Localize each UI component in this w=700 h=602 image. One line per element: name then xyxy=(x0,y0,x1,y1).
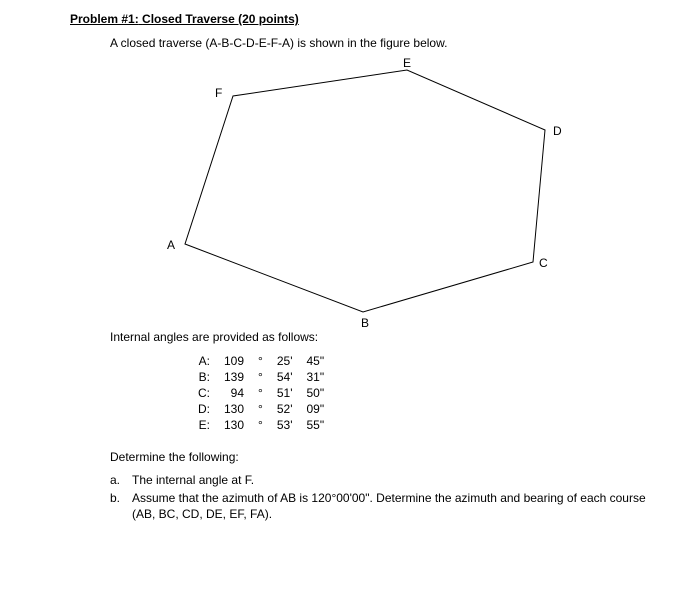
angle-sec: 55" xyxy=(300,418,330,432)
vertex-label-b: B xyxy=(361,316,369,330)
table-row: B:139°54'31" xyxy=(192,370,330,384)
angle-label: A: xyxy=(192,354,216,368)
intro-text: A closed traverse (A-B-C-D-E-F-A) is sho… xyxy=(110,36,660,50)
angles-header: Internal angles are provided as follows: xyxy=(110,330,660,344)
question-label: a. xyxy=(110,472,120,488)
vertex-label-a: A xyxy=(167,238,175,252)
polygon-svg xyxy=(145,56,585,326)
angle-sec: 50" xyxy=(300,386,330,400)
angle-sec: 31" xyxy=(300,370,330,384)
problem-label: Problem #1: xyxy=(70,12,139,26)
angle-deg: 139 xyxy=(218,370,250,384)
table-row: A:109°25'45" xyxy=(192,354,330,368)
table-row: C:94°51'50" xyxy=(192,386,330,400)
angle-deg: 109 xyxy=(218,354,250,368)
question-text: Assume that the azimuth of AB is 120°00'… xyxy=(132,491,646,521)
vertex-label-d: D xyxy=(553,124,562,138)
table-row: E:130°53'55" xyxy=(192,418,330,432)
traverse-figure: A B C D E F xyxy=(145,56,585,326)
angle-sec: 09" xyxy=(300,402,330,416)
question-label: b. xyxy=(110,490,120,506)
angle-min: 54' xyxy=(271,370,299,384)
problem-title: Closed Traverse (20 points) xyxy=(142,12,299,26)
angle-min: 25' xyxy=(271,354,299,368)
angle-deg: 94 xyxy=(218,386,250,400)
table-row: D:130°52'09" xyxy=(192,402,330,416)
angle-sec: 45" xyxy=(300,354,330,368)
vertex-label-e: E xyxy=(403,56,411,70)
angles-table: A:109°25'45"B:139°54'31"C:94°51'50"D:130… xyxy=(190,352,332,434)
list-item: a. The internal angle at F. xyxy=(110,472,660,488)
angle-deg: 130 xyxy=(218,402,250,416)
vertex-label-c: C xyxy=(539,256,548,270)
deg-symbol: ° xyxy=(252,386,269,400)
angle-min: 53' xyxy=(271,418,299,432)
list-item: b. Assume that the azimuth of AB is 120°… xyxy=(110,490,660,522)
deg-symbol: ° xyxy=(252,402,269,416)
deg-symbol: ° xyxy=(252,370,269,384)
angle-label: E: xyxy=(192,418,216,432)
angle-min: 51' xyxy=(271,386,299,400)
question-text: The internal angle at F. xyxy=(132,473,254,487)
question-list: a. The internal angle at F. b. Assume th… xyxy=(110,472,660,523)
deg-symbol: ° xyxy=(252,418,269,432)
angle-label: B: xyxy=(192,370,216,384)
problem-header: Problem #1: Closed Traverse (20 points) xyxy=(70,12,660,26)
angle-deg: 130 xyxy=(218,418,250,432)
deg-symbol: ° xyxy=(252,354,269,368)
vertex-label-f: F xyxy=(215,86,222,100)
angle-label: C: xyxy=(192,386,216,400)
angle-label: D: xyxy=(192,402,216,416)
angle-min: 52' xyxy=(271,402,299,416)
determine-header: Determine the following: xyxy=(110,450,660,464)
